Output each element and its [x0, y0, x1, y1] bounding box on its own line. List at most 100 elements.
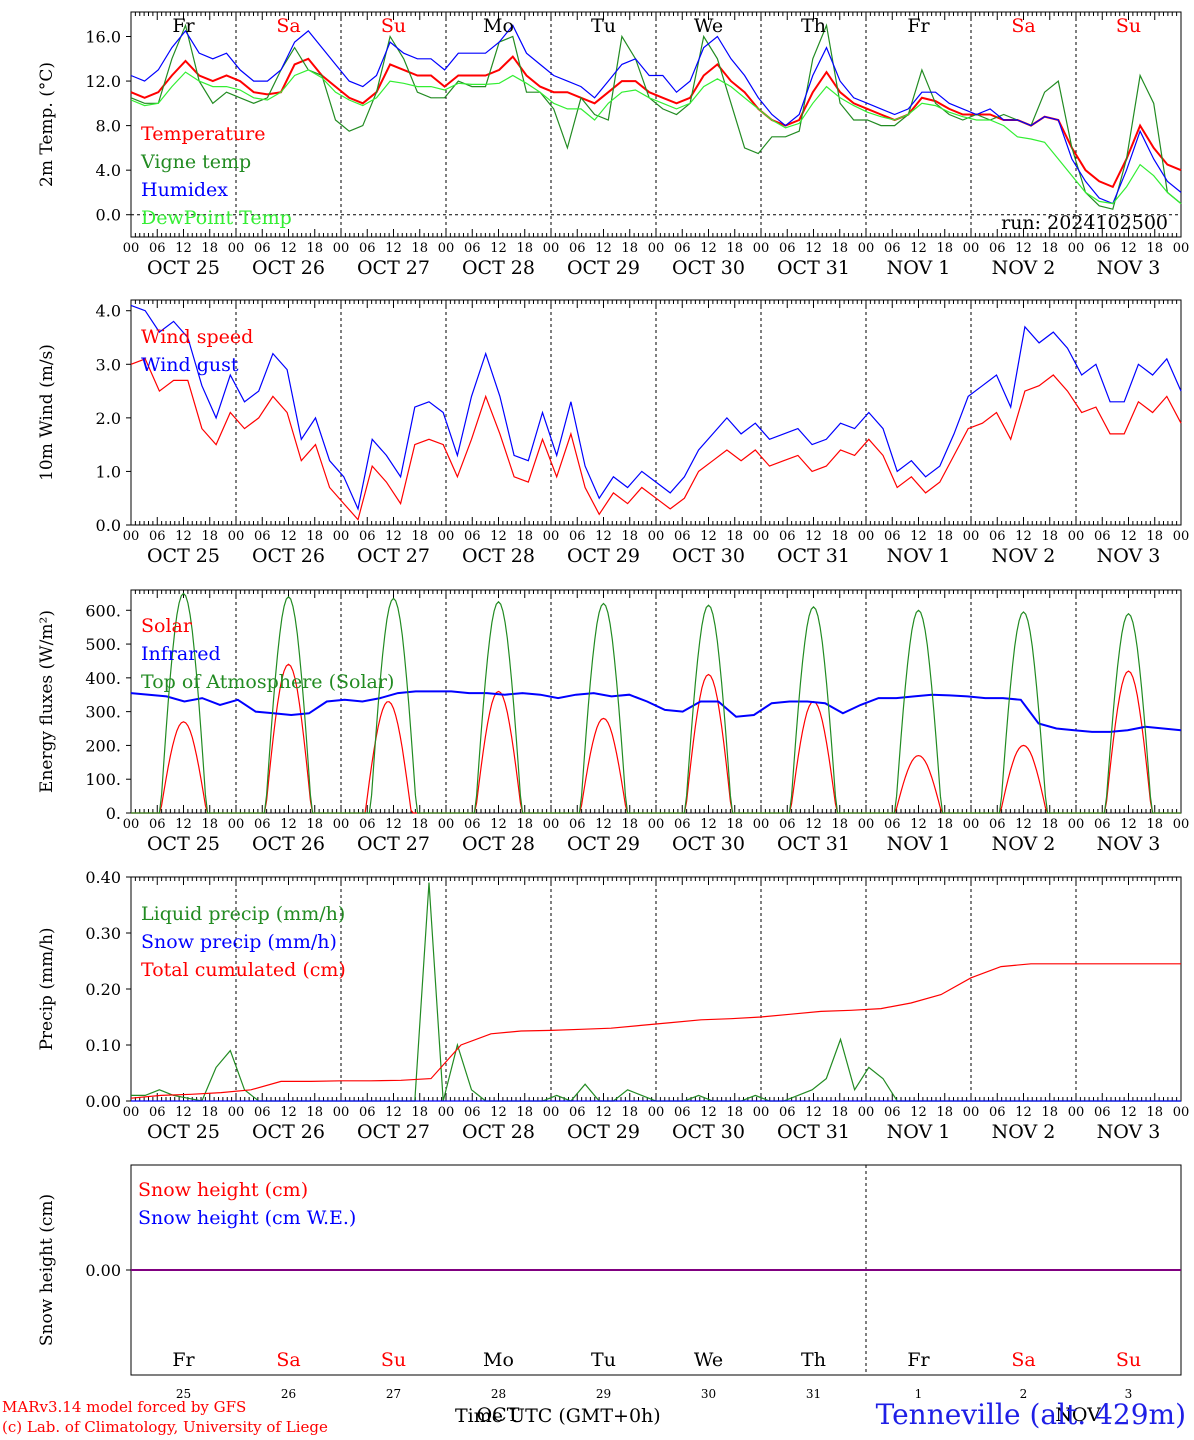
hour-label: 06: [674, 817, 691, 832]
hour-label: 00: [1173, 1105, 1190, 1120]
hour-label: 18: [516, 241, 533, 256]
hour-label: 00: [123, 817, 140, 832]
weekday-label: Su: [1116, 15, 1141, 37]
x-axis-title: Time UTC (GMT+0h): [455, 1405, 661, 1427]
legend-entry: Wind speed: [141, 326, 253, 348]
hour-label: 00: [543, 241, 560, 256]
y-tick-label: 0.20: [85, 980, 121, 999]
day-label: OCT 30: [672, 257, 745, 279]
day-label: OCT 31: [777, 833, 850, 855]
hour-label: 06: [149, 529, 166, 544]
hour-label: 12: [1120, 1105, 1137, 1120]
y-axis-label: Precip (mm/h): [37, 927, 57, 1050]
hour-label: 06: [569, 1105, 586, 1120]
lab-credit: (c) Lab. of Climatology, University of L…: [2, 1418, 328, 1436]
day-label: OCT 29: [567, 833, 640, 855]
day-label: NOV 3: [1097, 545, 1161, 567]
hour-label: 06: [1094, 241, 1111, 256]
hour-label: 00: [228, 241, 245, 256]
month-label: OCT: [477, 1404, 520, 1426]
y-tick-label: 0.0: [96, 516, 121, 535]
day-number: 31: [806, 1387, 821, 1401]
weekday-label: Tu: [591, 1349, 616, 1371]
day-label: OCT 30: [672, 545, 745, 567]
run-label: run: 2024102500: [1001, 212, 1168, 234]
hour-label: 12: [280, 817, 297, 832]
day-label: OCT 28: [462, 1121, 535, 1143]
hour-label: 12: [385, 1105, 402, 1120]
hour-label: 00: [753, 817, 770, 832]
hour-label: 06: [989, 817, 1006, 832]
hour-label: 06: [674, 241, 691, 256]
y-tick-label: 2.0: [96, 409, 121, 428]
hour-label: 00: [543, 529, 560, 544]
hour-label: 12: [700, 1105, 717, 1120]
hour-label: 12: [910, 529, 927, 544]
day-label: OCT 31: [777, 545, 850, 567]
hour-label: 00: [333, 1105, 350, 1120]
hour-label: 00: [333, 529, 350, 544]
y-axis-label: Snow height (cm): [37, 1194, 57, 1346]
day-label: NOV 1: [887, 545, 951, 567]
y-tick-label: 500.: [85, 635, 121, 654]
hour-label: 18: [201, 529, 218, 544]
hour-label: 00: [1068, 817, 1085, 832]
day-label: OCT 29: [567, 1121, 640, 1143]
hour-label: 12: [1120, 817, 1137, 832]
hour-label: 00: [858, 1105, 875, 1120]
hour-label: 12: [280, 1105, 297, 1120]
hour-label: 00: [438, 817, 455, 832]
hour-label: 00: [648, 241, 665, 256]
hour-label: 00: [963, 529, 980, 544]
hour-label: 12: [805, 817, 822, 832]
legend-entry: Humidex: [141, 179, 228, 201]
hour-label: 12: [1120, 241, 1137, 256]
hour-label: 18: [831, 817, 848, 832]
hour-label: 06: [569, 817, 586, 832]
hour-label: 06: [149, 241, 166, 256]
day-label: OCT 26: [252, 1121, 325, 1143]
hour-label: 00: [1068, 529, 1085, 544]
hour-label: 12: [175, 529, 192, 544]
day-label: OCT 26: [252, 833, 325, 855]
hour-label: 18: [201, 1105, 218, 1120]
hour-label: 06: [779, 241, 796, 256]
hour-label: 12: [385, 817, 402, 832]
hour-label: 18: [1146, 529, 1163, 544]
day-number: 25: [176, 1387, 191, 1401]
day-label: NOV 2: [992, 257, 1056, 279]
hour-label: 00: [648, 817, 665, 832]
hour-label: 06: [989, 241, 1006, 256]
hour-label: 18: [306, 817, 323, 832]
day-label: NOV 1: [887, 1121, 951, 1143]
hour-label: 06: [254, 817, 271, 832]
weekday-label: Su: [381, 15, 406, 37]
hour-label: 06: [674, 529, 691, 544]
hour-label: 18: [831, 1105, 848, 1120]
series-line-humidex: [130, 24, 1182, 205]
hour-label: 00: [543, 817, 560, 832]
day-label: NOV 3: [1097, 1121, 1161, 1143]
hour-label: 18: [936, 1105, 953, 1120]
month-label: NOV: [1055, 1404, 1101, 1426]
day-label: OCT 25: [147, 257, 220, 279]
y-tick-label: 0.00: [85, 1261, 121, 1280]
series-line-top-of-atmosphere-solar-: [131, 592, 1181, 814]
series-line-dewpoint-temp: [130, 69, 1182, 205]
y-tick-label: 1.0: [96, 462, 121, 481]
hour-label: 12: [175, 241, 192, 256]
hour-label: 12: [490, 817, 507, 832]
y-tick-label: 0.30: [85, 924, 121, 943]
hour-label: 00: [228, 817, 245, 832]
hour-label: 12: [910, 1105, 927, 1120]
hour-label: 00: [753, 241, 770, 256]
hour-label: 12: [700, 241, 717, 256]
hour-label: 18: [1041, 817, 1058, 832]
hour-label: 00: [1173, 529, 1190, 544]
day-number: 29: [596, 1387, 611, 1401]
hour-label: 18: [1041, 1105, 1058, 1120]
hour-label: 06: [989, 529, 1006, 544]
y-tick-label: 12.0: [85, 72, 121, 91]
day-number: 27: [386, 1387, 401, 1401]
